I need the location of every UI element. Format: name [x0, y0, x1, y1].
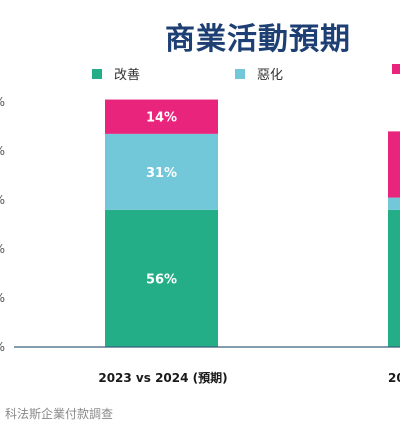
data-label: 56% [146, 272, 177, 287]
data-label: 14% [146, 111, 177, 126]
y-tick-label: % [0, 144, 5, 158]
legend-swatch-improve [92, 68, 102, 79]
data-label: 31% [146, 166, 177, 181]
y-tick-label: % [0, 193, 5, 207]
legend-item-improve: 改善 [92, 64, 140, 83]
source-note: 科法斯企業付款調查 [5, 407, 114, 421]
bar-segment [105, 209, 218, 347]
legend-item-worsen: 惡化 [235, 64, 283, 83]
legend-swatch-third [392, 64, 400, 74]
bar-segment [388, 209, 400, 347]
legend-label-worsen: 惡化 [257, 68, 284, 83]
y-tick-label: % [0, 291, 5, 305]
x-tick-label: 2023 vs 2024 (預期) [98, 370, 227, 385]
y-tick-label: % [0, 242, 5, 256]
bar-segment [105, 133, 218, 210]
bar-segment [388, 197, 400, 210]
legend-label-improve: 改善 [114, 68, 141, 83]
legend-item-third [392, 64, 400, 74]
y-tick-label: % [0, 95, 5, 109]
chart-title: 商業活動預期 [165, 22, 351, 57]
legend-swatch-worsen [235, 68, 245, 79]
y-tick-label: % [0, 340, 5, 354]
bar-segment [388, 131, 400, 198]
x-tick-label: 202 [388, 371, 400, 385]
bar-segment [105, 99, 218, 134]
